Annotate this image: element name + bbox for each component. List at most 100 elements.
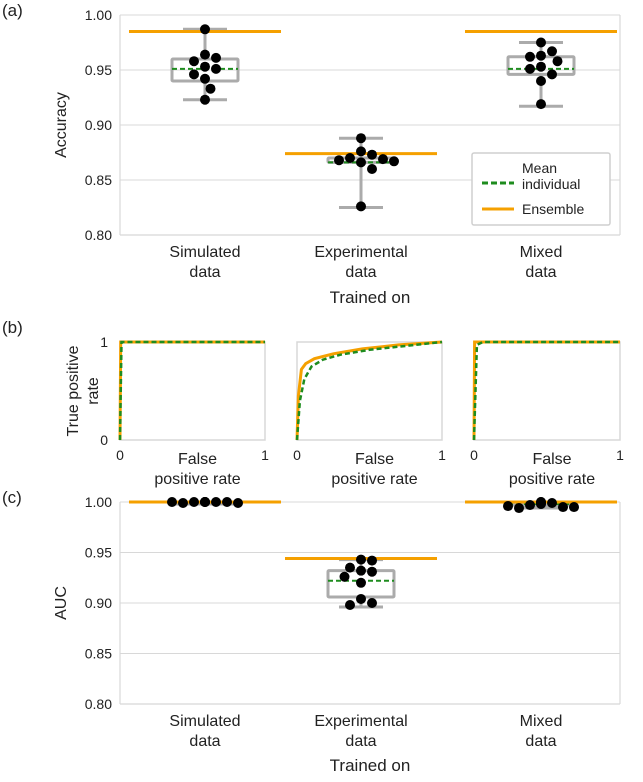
y-axis-label: rate bbox=[85, 377, 102, 405]
y-tick-label: 0.90 bbox=[85, 595, 112, 611]
data-point bbox=[569, 502, 579, 513]
data-point bbox=[334, 155, 344, 166]
data-point bbox=[345, 153, 355, 163]
y-tick-label: 0.90 bbox=[85, 117, 112, 133]
data-point bbox=[356, 201, 366, 212]
data-point bbox=[345, 562, 355, 573]
data-point bbox=[200, 497, 210, 507]
y-axis-label: True positive bbox=[65, 345, 82, 436]
roc-mean-individual-line bbox=[472, 340, 620, 441]
x-tick-label: 0 bbox=[116, 447, 124, 463]
y-tick-label: 0.85 bbox=[85, 172, 112, 188]
data-point bbox=[189, 69, 199, 80]
data-point bbox=[211, 497, 221, 507]
panel-label: (b) bbox=[2, 318, 23, 337]
x-axis-label: positive rate bbox=[154, 471, 240, 488]
x-tick-label: Mixed bbox=[520, 713, 563, 730]
legend-box bbox=[471, 152, 611, 226]
data-point bbox=[558, 502, 568, 513]
data-point bbox=[233, 498, 243, 509]
y-axis-label: AUC bbox=[53, 586, 70, 620]
x-tick-label: data bbox=[525, 733, 556, 750]
y-tick-label: 0.95 bbox=[85, 62, 112, 78]
panel-label: (c) bbox=[2, 488, 22, 507]
data-point bbox=[525, 51, 535, 62]
x-tick-label: data bbox=[189, 264, 220, 281]
x-tick-label: Simulated bbox=[169, 244, 240, 261]
data-point bbox=[525, 500, 535, 511]
data-point bbox=[356, 577, 366, 588]
data-point bbox=[536, 37, 546, 48]
y-axis-label: Accuracy bbox=[53, 92, 70, 158]
data-point bbox=[222, 497, 232, 507]
data-point bbox=[367, 164, 377, 174]
x-tick-label: data bbox=[345, 264, 376, 281]
data-point bbox=[345, 600, 355, 611]
panel-label: (a) bbox=[2, 1, 23, 20]
x-tick-label: data bbox=[345, 733, 376, 750]
data-point bbox=[356, 554, 366, 565]
x-tick-label: 0 bbox=[293, 447, 301, 463]
data-point bbox=[367, 555, 377, 566]
y-tick-label: 0.80 bbox=[85, 227, 112, 243]
roc-frame bbox=[296, 341, 443, 441]
data-point bbox=[536, 99, 546, 110]
data-point bbox=[547, 498, 557, 509]
data-point bbox=[200, 49, 210, 60]
y-tick-label: 1.00 bbox=[85, 494, 112, 510]
data-point bbox=[503, 501, 513, 512]
data-point bbox=[367, 566, 377, 577]
x-tick-label: data bbox=[525, 264, 556, 281]
roc-mean-individual-line bbox=[295, 340, 443, 441]
x-tick-label: 1 bbox=[261, 447, 269, 463]
data-point bbox=[211, 52, 221, 63]
data-point bbox=[200, 94, 210, 105]
data-point bbox=[339, 571, 350, 582]
data-point bbox=[378, 154, 388, 165]
data-point bbox=[211, 63, 221, 74]
data-point bbox=[189, 56, 199, 67]
data-point bbox=[514, 503, 524, 514]
data-point bbox=[367, 598, 377, 608]
x-axis-label: Trained on bbox=[330, 756, 411, 775]
x-tick-label: 1 bbox=[438, 447, 446, 463]
x-tick-label: 0 bbox=[470, 447, 478, 463]
data-point bbox=[356, 593, 366, 604]
x-tick-label: data bbox=[189, 733, 220, 750]
roc-ensemble-line bbox=[118, 340, 265, 441]
y-tick-label: 0 bbox=[100, 432, 108, 448]
x-tick-label: Mixed bbox=[520, 244, 563, 261]
roc-ensemble-line bbox=[472, 340, 620, 441]
data-point bbox=[547, 46, 557, 57]
x-axis-label: positive rate bbox=[331, 471, 417, 488]
data-point bbox=[356, 133, 366, 144]
data-point bbox=[536, 61, 546, 72]
x-axis-label: False bbox=[178, 451, 217, 468]
y-tick-label: 1 bbox=[100, 334, 108, 350]
x-tick-label: Simulated bbox=[169, 713, 240, 730]
data-point bbox=[200, 73, 210, 84]
x-axis-label: False bbox=[355, 451, 394, 468]
data-point bbox=[552, 56, 563, 67]
roc-frame bbox=[473, 341, 621, 441]
legend-label: individual bbox=[522, 176, 580, 192]
legend-label: Ensemble bbox=[522, 201, 584, 217]
x-axis-label: Trained on bbox=[330, 288, 411, 307]
data-point bbox=[356, 146, 366, 157]
y-tick-label: 0.85 bbox=[85, 646, 112, 662]
data-point bbox=[205, 83, 216, 94]
data-point bbox=[178, 498, 188, 509]
data-point bbox=[189, 497, 199, 507]
data-point bbox=[536, 76, 546, 86]
y-tick-label: 0.80 bbox=[85, 696, 112, 712]
data-point bbox=[536, 497, 546, 507]
data-point bbox=[536, 50, 546, 61]
data-point bbox=[200, 24, 210, 35]
x-tick-label: Experimental bbox=[314, 713, 407, 730]
data-point bbox=[356, 157, 366, 168]
data-point bbox=[200, 61, 210, 72]
y-tick-label: 1.00 bbox=[85, 7, 112, 23]
roc-frame bbox=[119, 341, 266, 441]
data-point bbox=[547, 69, 557, 80]
